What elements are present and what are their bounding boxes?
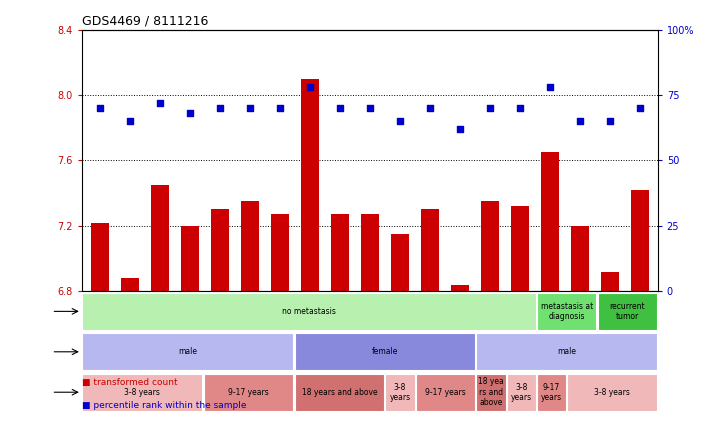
- Bar: [507, 374, 536, 411]
- Bar: [385, 374, 415, 411]
- Point: [394, 118, 405, 124]
- Point: [364, 104, 375, 111]
- Text: 3-8 years: 3-8 years: [594, 388, 630, 397]
- Text: ■ percentile rank within the sample: ■ percentile rank within the sample: [82, 401, 246, 410]
- Bar: [537, 374, 566, 411]
- Bar: [121, 278, 139, 291]
- Bar: [416, 374, 475, 411]
- Bar: [451, 285, 469, 291]
- Text: 9-17
years: 9-17 years: [541, 382, 562, 402]
- Bar: [82, 333, 294, 371]
- Bar: [360, 214, 379, 291]
- Point: [604, 118, 616, 124]
- Point: [574, 118, 585, 124]
- Point: [514, 104, 525, 111]
- Bar: [91, 222, 109, 291]
- Point: [94, 104, 105, 111]
- Bar: [151, 185, 169, 291]
- Bar: [271, 214, 289, 291]
- Point: [634, 104, 646, 111]
- Bar: [82, 374, 203, 411]
- Point: [184, 110, 196, 117]
- Bar: [294, 374, 384, 411]
- Bar: [294, 333, 475, 371]
- Text: 18 yea
rs and
above: 18 yea rs and above: [478, 377, 504, 407]
- Text: 18 years and above: 18 years and above: [301, 388, 378, 397]
- Bar: [421, 209, 439, 291]
- Point: [484, 104, 496, 111]
- Point: [154, 99, 166, 106]
- Bar: [241, 201, 259, 291]
- Bar: [476, 333, 657, 371]
- Bar: [203, 374, 294, 411]
- Bar: [210, 209, 229, 291]
- Point: [124, 118, 135, 124]
- Point: [544, 84, 555, 91]
- Text: female: female: [372, 347, 398, 356]
- Bar: [391, 234, 409, 291]
- Bar: [631, 190, 648, 291]
- Text: male: male: [557, 347, 576, 356]
- Text: GDS4469 / 8111216: GDS4469 / 8111216: [82, 14, 208, 27]
- Text: 3-8
years: 3-8 years: [510, 382, 532, 402]
- Text: metastasis at
diagnosis: metastasis at diagnosis: [540, 302, 593, 321]
- Text: 9-17 years: 9-17 years: [228, 388, 269, 397]
- Bar: [510, 206, 529, 291]
- Bar: [571, 226, 589, 291]
- Point: [244, 104, 255, 111]
- Bar: [476, 374, 506, 411]
- Text: ■ transformed count: ■ transformed count: [82, 378, 177, 387]
- Point: [304, 84, 316, 91]
- Bar: [540, 152, 559, 291]
- Bar: [598, 293, 657, 330]
- Point: [334, 104, 346, 111]
- Text: no metastasis: no metastasis: [282, 307, 336, 316]
- Text: male: male: [178, 347, 198, 356]
- Point: [454, 126, 466, 132]
- Bar: [537, 293, 597, 330]
- Point: [274, 104, 285, 111]
- Bar: [567, 374, 657, 411]
- Text: 3-8
years: 3-8 years: [390, 382, 410, 402]
- Text: 9-17 years: 9-17 years: [425, 388, 466, 397]
- Point: [214, 104, 225, 111]
- Bar: [301, 79, 319, 291]
- Text: recurrent
tumor: recurrent tumor: [609, 302, 645, 321]
- Bar: [481, 201, 498, 291]
- Text: 3-8 years: 3-8 years: [124, 388, 160, 397]
- Bar: [331, 214, 348, 291]
- Point: [424, 104, 435, 111]
- Bar: [82, 293, 536, 330]
- Bar: [601, 272, 619, 291]
- Bar: [181, 226, 199, 291]
